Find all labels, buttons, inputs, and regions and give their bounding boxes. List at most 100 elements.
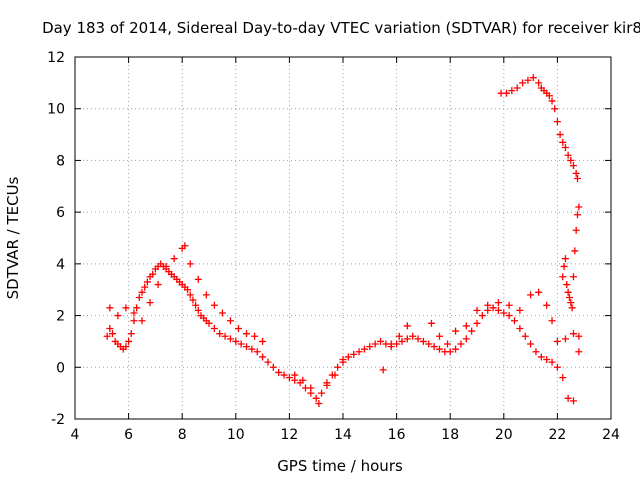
data-point <box>186 260 194 268</box>
x-tick-label: 24 <box>602 427 620 443</box>
data-point <box>138 288 146 296</box>
data-point <box>572 169 580 177</box>
data-point <box>435 345 443 353</box>
data-point <box>543 301 551 309</box>
x-tick-label: 8 <box>178 427 187 443</box>
data-point <box>535 79 543 87</box>
data-point <box>519 79 527 87</box>
data-point <box>569 330 577 338</box>
data-point <box>202 291 210 299</box>
data-point <box>248 345 256 353</box>
data-series <box>103 74 583 407</box>
data-point <box>259 353 267 361</box>
data-point <box>125 337 133 345</box>
data-point <box>473 319 481 327</box>
y-tick-label: 6 <box>56 205 65 221</box>
x-tick-labels: 4 6 8 10 12 14 16 18 20 22 24 <box>71 427 620 443</box>
series-kir8-upper <box>106 242 583 407</box>
x-tick-label: 18 <box>441 427 459 443</box>
data-point <box>186 291 194 299</box>
data-point <box>366 343 374 351</box>
data-point <box>564 288 572 296</box>
data-point <box>226 317 234 325</box>
data-point <box>205 319 213 327</box>
data-point <box>556 131 564 139</box>
data-point <box>524 76 532 84</box>
data-point <box>516 306 524 314</box>
data-point <box>489 304 497 312</box>
data-point <box>226 335 234 343</box>
data-point <box>511 317 519 325</box>
data-point <box>543 356 551 364</box>
data-point <box>548 317 556 325</box>
data-point <box>377 337 385 345</box>
data-point <box>505 301 513 309</box>
data-point <box>559 138 567 146</box>
data-point <box>484 301 492 309</box>
data-point <box>141 283 149 291</box>
data-point <box>154 281 162 289</box>
series-kir8 <box>103 260 583 405</box>
data-point <box>130 309 138 317</box>
y-tick-label: 0 <box>56 360 65 376</box>
data-point <box>243 330 251 338</box>
data-point <box>232 337 240 345</box>
data-point <box>251 332 259 340</box>
x-tick-label: 20 <box>495 427 513 443</box>
data-point <box>403 335 411 343</box>
y-axis-label: SDTVAR / TECUs <box>4 176 22 299</box>
data-point <box>138 317 146 325</box>
data-point <box>567 299 575 307</box>
data-point <box>419 337 427 345</box>
data-point <box>559 374 567 382</box>
data-point <box>307 384 315 392</box>
data-point <box>243 343 251 351</box>
data-point <box>170 255 178 263</box>
data-point <box>444 340 452 348</box>
data-point <box>135 293 143 301</box>
data-point <box>218 309 226 317</box>
data-point <box>122 343 130 351</box>
data-point <box>114 312 122 320</box>
data-point <box>574 211 581 219</box>
data-point <box>527 291 535 299</box>
y-tick-label: 12 <box>47 50 65 66</box>
data-point <box>430 343 438 351</box>
data-point <box>285 374 293 382</box>
data-point <box>560 262 568 270</box>
x-tick-label: 22 <box>548 427 566 443</box>
data-point <box>350 350 358 358</box>
y-tick-labels: -2 0 2 4 6 8 10 12 <box>47 50 65 428</box>
data-point <box>221 332 229 340</box>
data-point <box>189 296 197 304</box>
data-point <box>395 332 403 340</box>
data-point <box>181 242 189 250</box>
data-point <box>532 348 540 356</box>
data-point <box>561 335 569 343</box>
data-point <box>360 345 368 353</box>
data-point <box>103 332 111 340</box>
data-point <box>561 144 569 151</box>
data-point <box>146 299 154 307</box>
y-tick-label: -2 <box>51 412 65 428</box>
data-point <box>414 335 422 343</box>
data-point <box>569 397 577 405</box>
data-point <box>194 275 202 283</box>
data-point <box>473 306 481 314</box>
y-tick-label: 2 <box>56 309 65 325</box>
data-point <box>331 371 339 379</box>
data-point <box>312 394 320 402</box>
data-point <box>253 348 261 356</box>
data-point <box>192 301 200 309</box>
data-point <box>210 301 218 309</box>
data-point <box>264 358 272 366</box>
data-point <box>535 288 543 296</box>
data-point <box>553 337 561 345</box>
x-axis-label: GPS time / hours <box>277 457 403 475</box>
data-point <box>502 89 510 97</box>
data-point <box>564 151 572 159</box>
data-point <box>559 273 567 281</box>
y-tick-label: 8 <box>56 153 65 169</box>
data-point <box>280 371 288 379</box>
